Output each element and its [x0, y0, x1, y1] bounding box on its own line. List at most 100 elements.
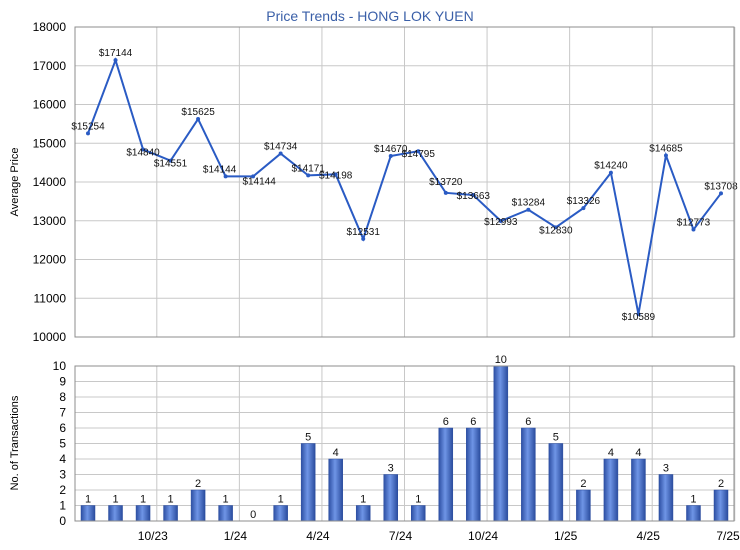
price-data-label: $13708	[704, 181, 738, 192]
bar-chart-y-tick-label: 8	[59, 390, 66, 404]
price-point	[86, 131, 90, 136]
bar-chart-y-tick-label: 3	[59, 468, 66, 482]
bar-chart-x-tick-label: 1/24	[224, 529, 248, 543]
bar-chart-y-tick-label: 4	[59, 452, 66, 466]
price-data-label: $14840	[126, 147, 160, 158]
line-chart-grid	[75, 26, 736, 338]
price-points	[86, 58, 723, 317]
transaction-bar	[190, 489, 206, 522]
price-data-label: $12531	[347, 227, 381, 238]
price-point	[333, 172, 338, 177]
transaction-bar-label: 1	[168, 494, 174, 506]
bar-chart-y-ticks: 01 23 45 67 89 10	[53, 359, 67, 528]
price-point	[553, 225, 558, 230]
price-data-label: $13284	[512, 198, 546, 209]
price-data-label: $15254	[71, 121, 105, 132]
price-point	[719, 191, 723, 196]
line-chart-y-tick-label: 15000	[33, 136, 67, 150]
transaction-bar-label: 2	[195, 478, 201, 490]
transaction-bar	[355, 505, 371, 522]
price-data-label: $15625	[181, 107, 215, 118]
bar-chart-y-axis-label: No. of Transactions	[9, 395, 21, 490]
price-point	[306, 173, 311, 178]
transaction-bar-label: 5	[553, 432, 559, 444]
transaction-bar-label: 1	[140, 494, 146, 506]
transaction-bar	[631, 458, 646, 522]
transaction-bars	[80, 365, 729, 522]
transaction-bar-label: 10	[495, 354, 507, 366]
transaction-bar-label: 4	[635, 447, 641, 459]
transaction-bar	[300, 443, 316, 522]
transaction-bar-label: 1	[278, 494, 284, 506]
price-data-label: $14551	[154, 159, 188, 170]
line-chart-y-axis-label: Average Price	[9, 148, 21, 217]
line-chart-y-tick-label: 13000	[33, 214, 67, 228]
price-point	[168, 158, 173, 163]
transaction-bar-label: 1	[85, 494, 91, 506]
price-data-labels: $15254 $17144 $14840$14551 $15625 $14144 $141…	[71, 48, 738, 323]
bar-chart-y-tick-label: 0	[59, 514, 66, 528]
transaction-bar-label: 1	[415, 494, 421, 506]
price-data-label: $14198	[319, 170, 353, 181]
transaction-bar	[603, 458, 619, 522]
transaction-bar-label: 3	[663, 463, 669, 475]
price-data-label: $14144	[242, 176, 276, 187]
price-point	[581, 206, 586, 211]
price-point	[196, 117, 201, 122]
price-point	[636, 312, 641, 317]
transaction-bar-label: 3	[388, 463, 394, 475]
bar-chart-x-tick-label: 4/25	[637, 529, 661, 543]
bar-chart-x-tick-label: 10/23	[138, 529, 168, 543]
transaction-bar	[108, 505, 123, 522]
price-series-line	[87, 57, 722, 315]
price-point	[526, 207, 531, 212]
transaction-bar-label: 6	[443, 416, 449, 428]
transaction-bar	[273, 505, 288, 522]
transaction-bar	[493, 365, 509, 522]
line-chart-y-tick-label: 18000	[33, 20, 67, 34]
bar-chart-x-tick-label: 10/24	[468, 529, 498, 543]
price-data-label: $14144	[203, 164, 237, 175]
price-point	[691, 227, 696, 232]
transaction-bar-label: 0	[250, 509, 256, 521]
transaction-bar	[576, 489, 591, 522]
price-data-label: $12993	[484, 217, 518, 228]
price-data-label: $10589	[622, 312, 656, 323]
line-chart-frame	[74, 26, 735, 338]
price-point	[251, 174, 256, 179]
transaction-bar	[163, 505, 178, 522]
price-point	[663, 153, 668, 158]
price-point	[278, 151, 283, 156]
price-data-label: $17144	[99, 48, 133, 59]
price-data-label: $13663	[457, 191, 491, 202]
transaction-bar-label: 2	[580, 478, 586, 490]
transaction-bar	[411, 505, 426, 522]
bar-chart-x-tick-label: 7/24	[389, 529, 413, 543]
line-chart-y-tick-label: 14000	[33, 175, 67, 189]
price-data-label: $14685	[649, 143, 683, 154]
transaction-bar	[548, 443, 564, 522]
bar-chart-y-tick-label: 6	[59, 421, 66, 435]
transaction-bar	[218, 505, 233, 522]
price-point	[141, 147, 146, 152]
transaction-bar	[80, 505, 96, 522]
line-chart-y-tick-label: 17000	[33, 59, 67, 73]
line-chart-y-tick-label: 16000	[33, 98, 67, 112]
bar-chart-x-ticks: 10/23 1/24 4/24 7/24 10/24 1/25 4/25 7/25	[138, 529, 740, 543]
chart-title: Price Trends - HONG LOK YUEN	[266, 8, 473, 24]
bar-chart-y-tick-label: 5	[59, 437, 66, 451]
transaction-bar-label: 6	[525, 416, 531, 428]
transaction-bar-label: 1	[223, 494, 229, 506]
transaction-bar	[383, 474, 398, 522]
bar-chart-y-tick-label: 10	[53, 359, 67, 373]
price-data-label: $12773	[677, 218, 711, 229]
line-chart-y-ticks: 10000 11000 12000 13000 14000 15000 16000 17000…	[33, 20, 67, 344]
price-data-label: $12830	[539, 225, 573, 236]
transaction-bar-label: 1	[690, 494, 696, 506]
transaction-bar-label: 2	[718, 478, 724, 490]
price-data-label: $14795	[402, 149, 436, 160]
transaction-bar-label: 5	[305, 432, 311, 444]
bar-chart-x-tick-label: 4/24	[306, 529, 330, 543]
